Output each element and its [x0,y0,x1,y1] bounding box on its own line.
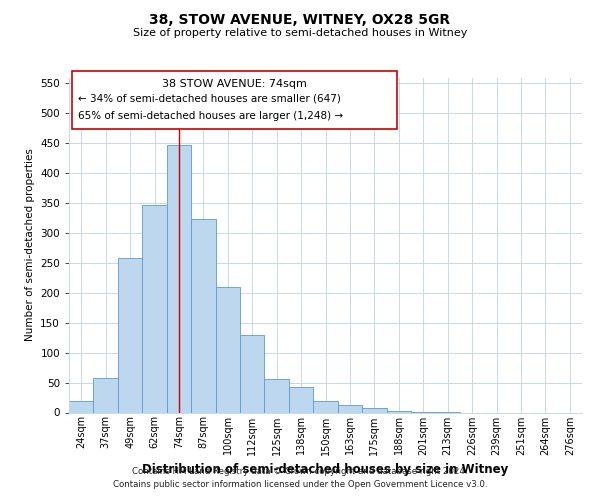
Bar [240,334,265,412]
Bar [142,205,167,412]
Text: 38 STOW AVENUE: 74sqm: 38 STOW AVENUE: 74sqm [162,79,307,89]
FancyBboxPatch shape [71,71,397,130]
Bar [191,220,215,412]
Text: Contains public sector information licensed under the Open Government Licence v3: Contains public sector information licen… [113,480,487,489]
Text: 38, STOW AVENUE, WITNEY, OX28 5GR: 38, STOW AVENUE, WITNEY, OX28 5GR [149,12,451,26]
Bar [94,378,118,412]
Bar [265,379,289,412]
Bar [362,408,386,412]
Bar [313,401,338,412]
Text: ← 34% of semi-detached houses are smaller (647): ← 34% of semi-detached houses are smalle… [78,94,341,104]
Bar [69,400,94,412]
Bar [167,145,191,412]
Text: 65% of semi-detached houses are larger (1,248) →: 65% of semi-detached houses are larger (… [78,111,343,121]
Bar [215,288,240,412]
Text: Contains HM Land Registry data © Crown copyright and database right 2024.: Contains HM Land Registry data © Crown c… [132,467,468,476]
Bar [338,404,362,412]
Y-axis label: Number of semi-detached properties: Number of semi-detached properties [25,148,35,342]
Bar [118,258,142,412]
X-axis label: Distribution of semi-detached houses by size in Witney: Distribution of semi-detached houses by … [142,463,509,476]
Bar [386,410,411,412]
Text: Size of property relative to semi-detached houses in Witney: Size of property relative to semi-detach… [133,28,467,38]
Bar [289,388,313,412]
